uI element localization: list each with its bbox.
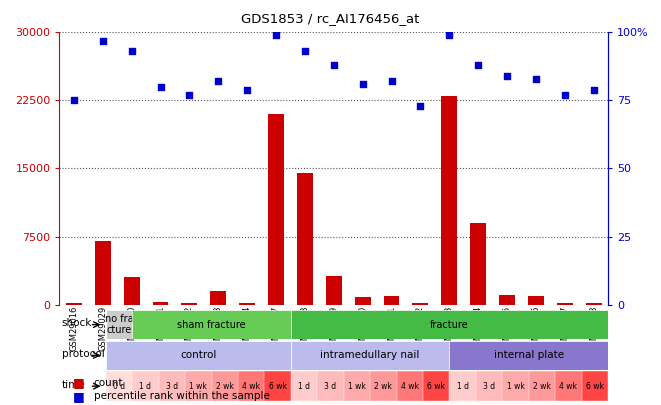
Text: internal plate: internal plate — [494, 350, 564, 360]
Bar — [355, 297, 371, 305]
Point — [69, 97, 79, 104]
Text: 6 wk: 6 wk — [268, 382, 287, 391]
Text: control: control — [180, 350, 217, 360]
Bar — [153, 302, 169, 305]
Bar — [182, 303, 198, 305]
Point — [242, 86, 253, 93]
Text: ■: ■ — [73, 376, 85, 389]
Point — [386, 78, 397, 85]
Point — [444, 32, 455, 38]
Bar — [383, 296, 399, 305]
Text: 2 wk: 2 wk — [215, 382, 234, 391]
Bar — [499, 294, 515, 305]
Point — [502, 73, 512, 79]
Text: sham fracture: sham fracture — [177, 320, 246, 330]
Text: 4 wk: 4 wk — [559, 382, 578, 391]
Text: 3 d: 3 d — [325, 382, 336, 391]
Text: time: time — [61, 380, 85, 390]
Point — [415, 102, 426, 109]
Point — [213, 78, 223, 85]
Bar — [412, 303, 428, 305]
Text: 3 d: 3 d — [166, 382, 178, 391]
Text: 3 d: 3 d — [483, 382, 495, 391]
Bar — [528, 296, 544, 305]
Bar — [268, 114, 284, 305]
Bar — [95, 241, 111, 305]
Text: percentile rank within the sample: percentile rank within the sample — [94, 391, 270, 401]
Point — [299, 48, 310, 55]
Bar — [210, 291, 226, 305]
Text: 2 wk: 2 wk — [374, 382, 393, 391]
Bar — [557, 303, 572, 305]
Bar — [470, 223, 486, 305]
Bar — [124, 277, 139, 305]
Text: intramedullary nail: intramedullary nail — [321, 350, 420, 360]
Point — [126, 48, 137, 55]
Bar — [66, 303, 82, 305]
Text: 6 wk: 6 wk — [586, 382, 604, 391]
Text: 1 wk: 1 wk — [348, 382, 366, 391]
Bar — [442, 96, 457, 305]
Text: fracture: fracture — [430, 320, 469, 330]
Point — [155, 83, 166, 90]
Point — [358, 81, 368, 87]
Text: 1 wk: 1 wk — [189, 382, 208, 391]
Text: no fra
cture: no fra cture — [104, 314, 134, 335]
Text: protocol: protocol — [61, 349, 104, 359]
Text: 0 d: 0 d — [113, 382, 125, 391]
Text: ■: ■ — [73, 390, 85, 403]
Point — [559, 92, 570, 98]
Text: 6 wk: 6 wk — [427, 382, 446, 391]
Point — [531, 75, 541, 82]
Text: count: count — [94, 378, 124, 388]
Point — [473, 62, 483, 68]
Point — [98, 37, 108, 44]
Bar — [586, 303, 602, 305]
Point — [184, 92, 195, 98]
Point — [329, 62, 339, 68]
Text: GDS1853 / rc_AI176456_at: GDS1853 / rc_AI176456_at — [241, 12, 420, 25]
Text: 1 d: 1 d — [457, 382, 469, 391]
Text: 1 d: 1 d — [139, 382, 151, 391]
Point — [271, 32, 282, 38]
Text: shock: shock — [61, 318, 92, 328]
Text: 2 wk: 2 wk — [533, 382, 551, 391]
Point — [588, 86, 599, 93]
Text: 4 wk: 4 wk — [242, 382, 260, 391]
Bar — [326, 275, 342, 305]
Text: 4 wk: 4 wk — [401, 382, 419, 391]
Bar — [297, 173, 313, 305]
Bar — [239, 303, 255, 305]
Text: 1 d: 1 d — [298, 382, 310, 391]
Text: 1 wk: 1 wk — [506, 382, 525, 391]
